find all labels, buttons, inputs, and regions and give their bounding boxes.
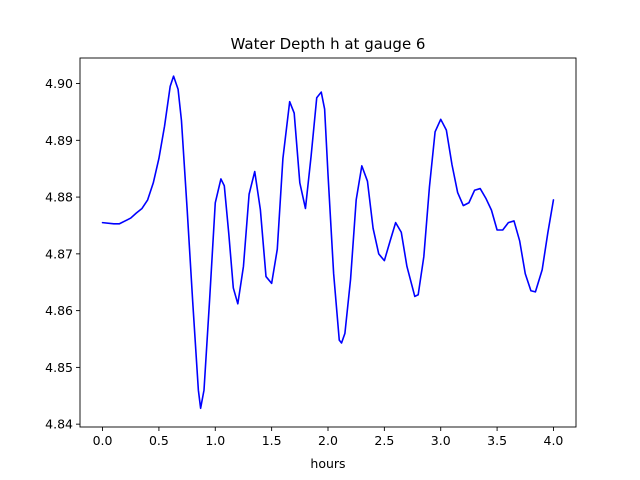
- x-tick-label: 1.0: [205, 433, 225, 448]
- y-tick-label: 4.86: [45, 303, 73, 318]
- x-tick-label: 0.5: [149, 433, 169, 448]
- x-axis: 0.0 0.5 1.0 1.5 2.0 2.5 3.0 3.5 4.0: [93, 427, 564, 448]
- x-tick-label: 0.0: [93, 433, 113, 448]
- y-tick-label: 4.87: [45, 246, 73, 261]
- series-line-0: [101, 75, 555, 410]
- chart-title: Water Depth h at gauge 6: [231, 35, 426, 53]
- x-tick-label: 4.0: [544, 433, 564, 448]
- y-axis: 4.84 4.85 4.86 4.87 4.88 4.89 4.90: [45, 76, 80, 432]
- y-tick-label: 4.88: [45, 190, 73, 205]
- x-axis-label: hours: [310, 456, 345, 471]
- x-tick-label: 3.5: [487, 433, 507, 448]
- x-tick-label: 2.0: [318, 433, 338, 448]
- y-tick-label: 4.85: [45, 360, 73, 375]
- x-tick-label: 3.0: [431, 433, 451, 448]
- x-tick-label: 2.5: [374, 433, 394, 448]
- plot-area: [79, 57, 577, 428]
- plot-frame: [79, 57, 577, 428]
- x-tick-label: 1.5: [262, 433, 282, 448]
- y-tick-label: 4.89: [45, 133, 73, 148]
- y-tick-label: 4.90: [45, 76, 73, 91]
- y-tick-label: 4.84: [45, 417, 73, 432]
